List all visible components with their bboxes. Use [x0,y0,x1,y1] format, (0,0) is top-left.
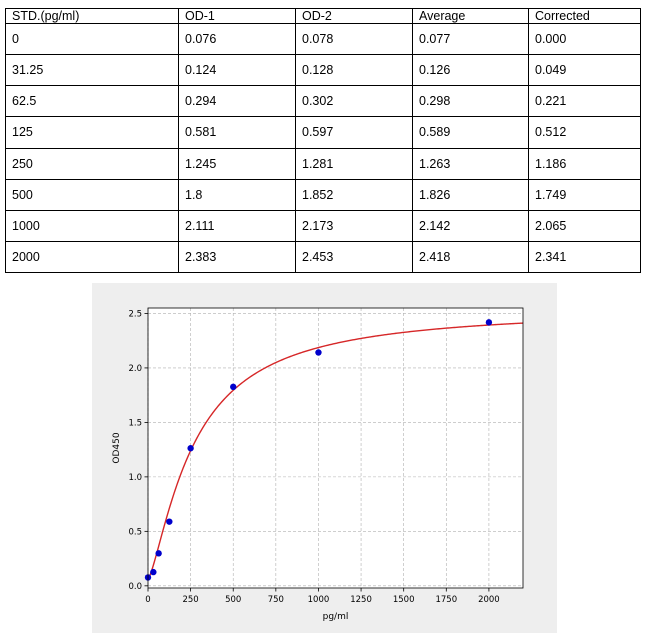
chart-svg: 0 250 500 750 1000 1250 1500 1750 2000 0.0 0.5 1.0 1… [112,307,524,622]
cell-od1: 2.383 [178,240,296,274]
cell-corrected: 1.749 [528,178,641,211]
standard-curve-table: STD.(pg/ml) OD-1 OD-2 Average Corrected … [5,8,641,274]
cell-od1: 1.245 [178,147,296,180]
cell-od2: 0.078 [295,22,413,56]
fit-curve-line [147,322,524,580]
cell-std: 500 [5,178,179,211]
table-row: 31.25 0.124 0.128 0.126 0.049 [5,54,641,87]
cell-od1: 1.8 [178,178,296,211]
y-axis-label: OD450 [112,432,122,463]
cell-od2: 1.852 [295,178,413,211]
data-point [315,349,322,356]
cell-std: 0 [5,22,179,56]
x-tick-label: 1750 [435,595,457,605]
cell-std: 31.25 [5,54,179,87]
cell-average: 0.589 [412,116,529,149]
y-tick-label: 1.5 [128,418,142,428]
cell-std: 125 [5,116,179,149]
x-tick-label: 1250 [350,595,372,605]
cell-std: 1000 [5,209,179,242]
table-header-row: STD.(pg/ml) OD-1 OD-2 Average Corrected [5,8,641,24]
point-layer [144,319,493,581]
table-row: 62.5 0.294 0.302 0.298 0.221 [5,85,641,118]
cell-od2: 0.597 [295,116,413,149]
cell-average: 1.826 [412,178,529,211]
cell-corrected: 0.000 [528,22,641,56]
header-od1: OD-1 [178,8,296,24]
x-tick-label: 750 [268,595,284,605]
cell-od2: 1.281 [295,147,413,180]
y-tick-label: 0.0 [128,582,142,592]
y-tick-label: 2.0 [128,364,142,374]
cell-od2: 0.302 [295,85,413,118]
table-row: 500 1.8 1.852 1.826 1.749 [5,178,641,211]
cell-corrected: 2.065 [528,209,641,242]
standard-curve-chart: 0 250 500 750 1000 1250 1500 1750 2000 0.0 0.5 1.0 1… [92,283,557,633]
x-tick-label: 1000 [308,595,330,605]
cell-corrected: 1.186 [528,147,641,180]
x-tick-label: 250 [182,595,198,605]
cell-average: 0.077 [412,22,529,56]
data-point [155,550,162,557]
header-average: Average [412,8,529,24]
table-row: 0 0.076 0.078 0.077 0.000 [5,22,641,56]
data-point [150,568,157,576]
cell-corrected: 0.512 [528,116,641,149]
cell-std: 250 [5,147,179,180]
header-corrected: Corrected [528,8,641,24]
cell-od1: 2.111 [178,209,296,242]
x-axis-label: pg/ml [323,612,349,622]
cell-od2: 0.128 [295,54,413,87]
cell-std: 2000 [5,240,179,274]
plot-frame [147,307,524,589]
x-tick-label: 1500 [393,595,415,605]
table-row: 125 0.581 0.597 0.589 0.512 [5,116,641,149]
cell-od1: 0.124 [178,54,296,87]
y-tick-label: 2.5 [128,309,142,319]
cell-od1: 0.076 [178,22,296,56]
cell-average: 0.298 [412,85,529,118]
x-tick-label: 2000 [478,595,500,605]
y-tick-label: 1.0 [128,473,142,483]
cell-average: 0.126 [412,54,529,87]
y-tick-label: 0.5 [128,527,142,537]
data-point [166,518,173,525]
cell-od1: 0.581 [178,116,296,149]
cell-od2: 2.173 [295,209,413,242]
tick-layer: 0 250 500 750 1000 1250 1500 1750 2000 0.0 0.5 1.0 1… [128,309,499,605]
plot-area [148,308,523,588]
cell-od1: 0.294 [178,85,296,118]
cell-corrected: 2.341 [528,240,641,274]
table-row: 1000 2.111 2.173 2.142 2.065 [5,209,641,242]
cell-average: 2.142 [412,209,529,242]
cell-corrected: 0.049 [528,54,641,87]
table-row: 2000 2.383 2.453 2.418 2.341 [5,240,641,274]
cell-corrected: 0.221 [528,85,641,118]
data-point [485,319,493,326]
header-od2: OD-2 [295,8,413,24]
cell-average: 1.263 [412,147,529,180]
x-tick-label: 500 [225,595,241,605]
table-row: 250 1.245 1.281 1.263 1.186 [5,147,641,180]
cell-average: 2.418 [412,240,529,274]
x-tick-label: 0 [145,595,150,605]
cell-od2: 2.453 [295,240,413,274]
data-point [230,383,237,391]
header-std: STD.(pg/ml) [5,8,179,24]
data-point [187,445,194,452]
cell-std: 62.5 [5,85,179,118]
